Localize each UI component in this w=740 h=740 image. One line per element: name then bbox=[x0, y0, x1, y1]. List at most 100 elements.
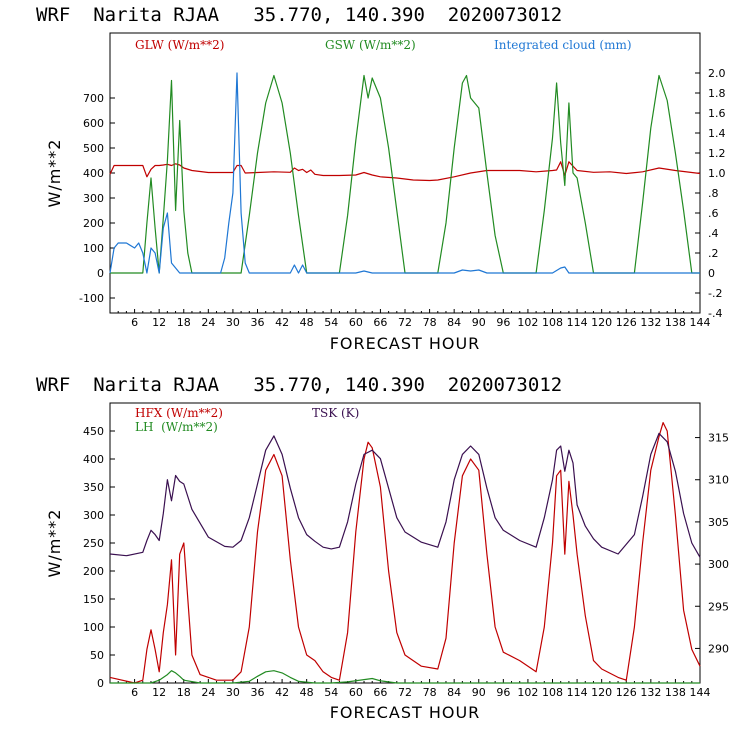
y2-tick-label: 1.6 bbox=[708, 107, 726, 120]
x-tick-label: 6 bbox=[131, 686, 138, 699]
x-tick-label: 18 bbox=[177, 316, 191, 329]
x-tick-label: 138 bbox=[665, 316, 686, 329]
x-tick-label: 36 bbox=[251, 686, 265, 699]
y2-tick-label: 1.8 bbox=[708, 87, 726, 100]
top-radiation-chart: 6 12 18 24 30 36 42 48 54 60 66 72 78 84 90 96 102 108 114… bbox=[45, 32, 726, 353]
bottom-y-axis-label: W/m**2 bbox=[45, 509, 64, 578]
y2-tick-label: .8 bbox=[708, 187, 719, 200]
y-tick-label: 50 bbox=[90, 649, 104, 662]
x-tick-label: 144 bbox=[690, 316, 711, 329]
series-line-integrated bbox=[109, 72, 700, 274]
series-line-gsw bbox=[110, 74, 700, 274]
y2-tick-label: -.2 bbox=[708, 287, 722, 300]
x-tick-label: 30 bbox=[226, 686, 240, 699]
x-tick-label: 132 bbox=[640, 686, 661, 699]
x-tick-label: 108 bbox=[542, 686, 563, 699]
x-tick-label: 84 bbox=[447, 686, 461, 699]
x-tick-label: 120 bbox=[591, 686, 612, 699]
y2-tick-label: 1.4 bbox=[708, 127, 726, 140]
x-tick-label: 54 bbox=[324, 316, 338, 329]
series-line-glw bbox=[109, 161, 701, 182]
x-tick-label: 84 bbox=[447, 316, 461, 329]
y2-tick-label: 315 bbox=[708, 432, 729, 445]
y-tick-label: 200 bbox=[83, 565, 104, 578]
y-tick-label: 150 bbox=[83, 593, 104, 606]
x-tick-label: 36 bbox=[251, 316, 265, 329]
x-tick-label: 54 bbox=[324, 686, 338, 699]
x-tick-label: 18 bbox=[177, 686, 191, 699]
x-tick-label: 24 bbox=[201, 686, 215, 699]
x-tick-label: 120 bbox=[591, 316, 612, 329]
x-tick-label: 6 bbox=[131, 316, 138, 329]
y2-tick-label: .2 bbox=[708, 247, 719, 260]
x-tick-label: 66 bbox=[373, 686, 387, 699]
x-tick-label: 96 bbox=[496, 686, 510, 699]
series-line-hfx bbox=[109, 422, 701, 684]
y-tick-label: 400 bbox=[83, 453, 104, 466]
x-tick-label: 132 bbox=[640, 316, 661, 329]
y2-tick-label: 2.0 bbox=[708, 67, 726, 80]
y2-tick-label: 305 bbox=[708, 516, 729, 529]
y-tick-label: 300 bbox=[83, 509, 104, 522]
series-line-tsk bbox=[109, 432, 701, 558]
y-tick-label: -100 bbox=[79, 292, 104, 305]
top-x-axis-label: FORECAST HOUR bbox=[330, 334, 481, 353]
y-tick-label: 350 bbox=[83, 481, 104, 494]
x-tick-label: 96 bbox=[496, 316, 510, 329]
x-tick-label: 72 bbox=[398, 686, 412, 699]
y-tick-label: 250 bbox=[83, 537, 104, 550]
x-tick-label: 102 bbox=[517, 686, 538, 699]
legend-integrated-cloud: Integrated cloud (mm) bbox=[494, 38, 632, 52]
x-tick-label: 72 bbox=[398, 316, 412, 329]
x-tick-label: 114 bbox=[567, 686, 588, 699]
y-tick-label: 100 bbox=[83, 242, 104, 255]
y-tick-label: 400 bbox=[83, 167, 104, 180]
x-tick-label: 144 bbox=[690, 686, 711, 699]
y-tick-label: 500 bbox=[83, 142, 104, 155]
x-tick-label: 108 bbox=[542, 316, 563, 329]
x-tick-label: 48 bbox=[300, 686, 314, 699]
y2-tick-label: .6 bbox=[708, 207, 719, 220]
x-tick-label: 42 bbox=[275, 316, 289, 329]
x-tick-label: 66 bbox=[373, 316, 387, 329]
x-tick-label: 78 bbox=[423, 686, 437, 699]
y-tick-label: 300 bbox=[83, 192, 104, 205]
y2-tick-label: .4 bbox=[708, 227, 719, 240]
x-tick-label: 12 bbox=[152, 686, 166, 699]
x-tick-label: 42 bbox=[275, 686, 289, 699]
top-chart-title: WRF Narita RJAA 35.770, 140.390 20200730… bbox=[36, 4, 562, 26]
legend-lh: LH (W/m**2) bbox=[135, 420, 218, 434]
y-tick-label: 600 bbox=[83, 117, 104, 130]
bottom-flux-chart: 6 12 18 24 30 36 42 48 54 60 66 72 78 84 90 96 102 108 114… bbox=[45, 402, 729, 722]
top-y-axis-label: W/m**2 bbox=[45, 139, 64, 208]
y2-tick-label: 0 bbox=[708, 267, 715, 280]
y2-tick-label: 1.0 bbox=[708, 167, 726, 180]
y2-tick-label: 300 bbox=[708, 558, 729, 571]
x-tick-label: 126 bbox=[616, 686, 637, 699]
x-tick-label: 60 bbox=[349, 316, 363, 329]
x-tick-label: 24 bbox=[201, 316, 215, 329]
y2-tick-label: -.4 bbox=[708, 307, 722, 320]
y-tick-label: 100 bbox=[83, 621, 104, 634]
x-tick-label: 126 bbox=[616, 316, 637, 329]
x-tick-label: 138 bbox=[665, 686, 686, 699]
y2-tick-label: 295 bbox=[708, 600, 729, 613]
y-tick-label: 200 bbox=[83, 217, 104, 230]
x-tick-label: 114 bbox=[567, 316, 588, 329]
legend-glw: GLW (W/m**2) bbox=[135, 38, 224, 52]
y-tick-label: 0 bbox=[97, 267, 104, 280]
y-tick-label: 0 bbox=[97, 677, 104, 690]
x-tick-label: 90 bbox=[472, 686, 486, 699]
x-tick-label: 30 bbox=[226, 316, 240, 329]
series-line-lh bbox=[110, 670, 700, 684]
y-tick-label: 450 bbox=[83, 425, 104, 438]
legend-tsk: TSK (K) bbox=[312, 406, 359, 420]
y2-tick-label: 1.2 bbox=[708, 147, 726, 160]
y2-tick-label: 290 bbox=[708, 642, 729, 655]
x-tick-label: 60 bbox=[349, 686, 363, 699]
y2-tick-label: 310 bbox=[708, 474, 729, 487]
bottom-x-axis-label: FORECAST HOUR bbox=[330, 703, 481, 722]
legend-gsw: GSW (W/m**2) bbox=[325, 38, 416, 52]
bottom-plot-frame bbox=[109, 402, 701, 684]
